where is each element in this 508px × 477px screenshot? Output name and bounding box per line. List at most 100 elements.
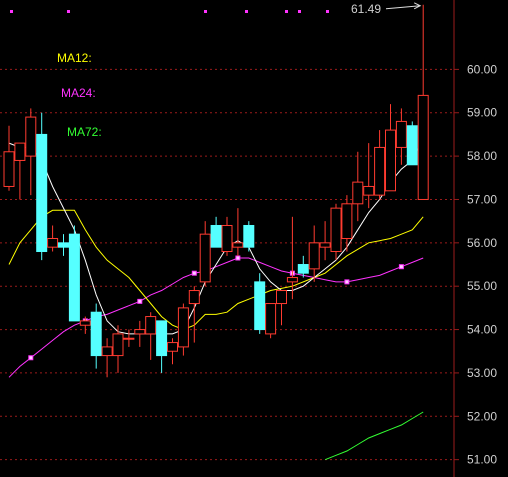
candle-body-up (25, 116, 37, 157)
candle-body-up (123, 337, 135, 340)
legend-ma72: MA72: (67, 125, 102, 139)
candle (265, 303, 277, 339)
candle-body-up (101, 346, 113, 357)
y-tick-label: 52.00 (467, 409, 497, 423)
legend-ma12: MA12: (57, 51, 92, 65)
y-tick-label: 58.00 (467, 149, 497, 163)
candle-body-up (79, 320, 91, 326)
candle-body-up (374, 146, 386, 196)
candle-body-up (134, 329, 146, 335)
max-price-arrowhead (413, 2, 422, 10)
ma24-marker (191, 270, 197, 276)
ma12-line (8, 209, 424, 331)
top-marker-dot (204, 10, 207, 13)
candle (68, 225, 80, 322)
candle-body-down (210, 224, 222, 248)
candle-body-up (47, 238, 59, 248)
candle-body-down (254, 281, 266, 331)
candle (417, 4, 429, 200)
candle-body-down (243, 224, 255, 248)
y-tick-label: 59.00 (467, 106, 497, 120)
candle-body-up (177, 307, 189, 348)
candle-body-down (156, 320, 168, 357)
ma24-line (8, 257, 424, 378)
candle (134, 320, 146, 347)
candle-body-up (199, 233, 211, 283)
candle (167, 338, 178, 365)
candle (47, 225, 59, 252)
candle (14, 142, 26, 200)
candle-body-down (36, 133, 48, 253)
candle-body-up (265, 303, 277, 335)
top-marker-dot (326, 10, 329, 13)
candle (58, 234, 69, 256)
candle-body-up (112, 333, 124, 357)
candle (243, 221, 255, 252)
y-tick-label: 53.00 (467, 366, 497, 380)
ma24-marker (28, 355, 34, 361)
candle-body-down (68, 233, 80, 322)
candle (221, 216, 233, 256)
candle-body-up (330, 207, 342, 253)
top-marker-dot (67, 10, 70, 13)
top-markers (10, 10, 329, 13)
candle (363, 143, 375, 209)
candle (308, 225, 320, 282)
candle (156, 320, 168, 373)
candle (330, 203, 342, 261)
candle-body-up (286, 277, 298, 283)
y-tick-label: 57.00 (467, 192, 497, 206)
candle (145, 312, 157, 360)
candle (352, 151, 364, 222)
top-marker-dot (285, 10, 288, 13)
candle (188, 286, 200, 343)
candle (79, 316, 91, 334)
candle (25, 108, 37, 196)
candle (374, 130, 386, 200)
candle (36, 112, 48, 261)
top-marker-dot (298, 10, 301, 13)
candle-body-up (352, 181, 364, 205)
candle (112, 325, 124, 373)
candle-body-up (167, 342, 178, 352)
y-tick-label: 56.00 (467, 236, 497, 250)
candle (341, 195, 353, 252)
ma-legend: MA12: MA24: MA72: (57, 51, 102, 139)
y-tick-label: 55.00 (467, 279, 497, 293)
candle (395, 108, 407, 165)
max-price-annotation: 61.49 (351, 2, 422, 16)
candle-body-up (341, 203, 353, 240)
max-price-label: 61.49 (351, 2, 381, 16)
ma24-marker (235, 255, 241, 261)
candle-body-up (3, 151, 15, 187)
candle-body-up (308, 242, 320, 270)
candle (385, 104, 396, 192)
candle-body-up (363, 185, 375, 196)
candle-body-down (90, 311, 102, 357)
candle-body-up (319, 242, 331, 248)
candle-body-down (58, 242, 69, 248)
top-marker-dot (10, 10, 13, 13)
candle-body-up (417, 94, 429, 200)
candle-body-up (14, 142, 26, 161)
candle-body-up (232, 242, 244, 248)
candle (210, 216, 222, 248)
candle (406, 121, 418, 166)
candle (319, 221, 331, 261)
price-axis-ticks: 60.00 59.00 58.00 57.00 56.00 55.00 54.00 53.00… (454, 62, 497, 467)
candle (254, 273, 266, 334)
candle-body-up (385, 129, 396, 192)
candle-body-up (395, 120, 407, 148)
candle (177, 303, 189, 356)
y-tick-label: 60.00 (467, 62, 497, 76)
y-tick-label: 54.00 (467, 323, 497, 337)
candle (232, 208, 244, 256)
candle-body-down (297, 264, 309, 274)
top-marker-dot (245, 10, 248, 13)
candle (101, 338, 113, 378)
candle-body-up (188, 290, 200, 305)
ma24-marker (137, 298, 143, 304)
candle-body-up (276, 290, 287, 305)
candle-body-up (145, 316, 157, 335)
